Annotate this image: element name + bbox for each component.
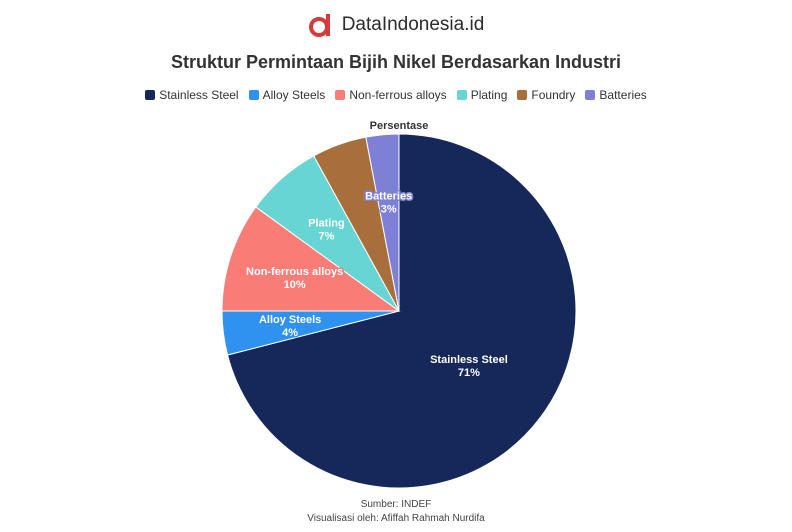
data-label-value: 10% <box>284 279 306 291</box>
pie-slice-non-ferrous-alloys[interactable] <box>221 206 401 312</box>
dataindonesia-logo-icon <box>308 14 330 37</box>
data-label-name: Batteries <box>365 191 412 203</box>
legend-swatch <box>517 90 528 100</box>
legend-label: Stainless Steel <box>159 88 239 102</box>
credit-text: Visualisasi oleh: Afiffah Rahmah Nurdifa <box>307 513 485 524</box>
data-label-value: 7% <box>318 231 334 243</box>
legend-swatch <box>145 90 156 100</box>
data-label-name: Alloy Steels <box>259 314 321 326</box>
legend-swatch <box>335 90 346 100</box>
legend-label: Foundry <box>531 88 576 102</box>
legend-item-batteries[interactable]: Batteries <box>585 88 647 102</box>
pie-slice-batteries[interactable] <box>365 133 400 312</box>
brand-header: DataIndonesia.id <box>0 12 792 38</box>
data-label-value: 3% <box>381 204 397 216</box>
chart-title: Struktur Permintaan Bijih Nikel Berdasar… <box>170 52 622 72</box>
chart-legend: Stainless Steel Alloy Steels Non-ferrous a… <box>0 88 792 102</box>
legend-label: Batteries <box>599 88 647 102</box>
data-label-name: Non-ferrous alloys <box>246 266 343 278</box>
legend-item-plating[interactable]: Plating <box>456 88 508 102</box>
legend-item-foundry[interactable]: Foundry <box>517 88 575 102</box>
legend-swatch <box>248 90 259 100</box>
source-text: Sumber: INDEF <box>360 499 432 510</box>
data-label-value: 71% <box>458 367 480 379</box>
legend-item-stainless-steel[interactable]: Stainless Steel <box>145 88 239 102</box>
legend-swatch <box>456 90 467 100</box>
legend-item-non-ferrous-alloys[interactable]: Non-ferrous alloys <box>335 88 447 102</box>
pie-slice-stainless-steel[interactable] <box>226 133 577 489</box>
brand-name: DataIndonesia.id <box>341 14 485 35</box>
legend-label: Alloy Steels <box>262 88 326 102</box>
data-label-name: Plating <box>308 218 345 230</box>
legend-swatch <box>585 90 596 100</box>
data-label-name: Stainless Steel <box>430 354 508 366</box>
series-title: Persentase <box>370 120 429 132</box>
data-label-value: 4% <box>282 327 298 339</box>
chart-footer: Sumber: INDEF Visualisasi oleh: Afiffah … <box>0 498 792 526</box>
legend-label: Plating <box>470 88 508 102</box>
legend-label: Non-ferrous alloys <box>349 88 447 102</box>
legend-item-alloy-steels[interactable]: Alloy Steels <box>248 88 326 102</box>
